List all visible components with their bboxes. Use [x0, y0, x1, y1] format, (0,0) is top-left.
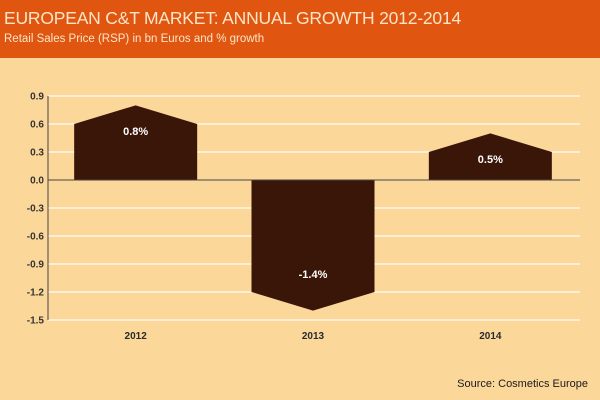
y-tick-label: 0.3 — [30, 148, 44, 159]
bar-2014 — [428, 133, 552, 180]
bar-2012 — [74, 105, 198, 180]
y-tick-label: 0.0 — [30, 176, 44, 187]
chart-header: EUROPEAN C&T MARKET: ANNUAL GROWTH 2012-… — [0, 0, 600, 58]
y-tick-label: -0.3 — [27, 204, 45, 215]
y-tick-label: -0.6 — [27, 232, 45, 243]
axes — [47, 96, 580, 320]
y-tick-label: -1.5 — [27, 316, 45, 327]
source-note: Source: Cosmetics Europe — [457, 378, 588, 390]
x-tick-label: 2012 — [125, 331, 148, 342]
bar-2013 — [251, 180, 375, 311]
y-tick-label: -0.9 — [27, 260, 45, 271]
chart-title: EUROPEAN C&T MARKET: ANNUAL GROWTH 2012-… — [4, 8, 462, 28]
chart-subtitle: Retail Sales Price (RSP) in bn Euros and… — [4, 33, 265, 45]
x-tick-label: 2013 — [302, 331, 325, 342]
data-label: 0.5% — [478, 154, 503, 166]
labels: 0.9 0.6 0.3 0.0 -0.3 -0.6 -0.9 -1.2 -1.5 0.8% 2012… — [27, 92, 503, 343]
x-tick-label: 2014 — [479, 331, 502, 342]
data-label: -1.4% — [299, 269, 328, 281]
y-tick-label: -1.2 — [27, 288, 45, 299]
y-tick-label: 0.9 — [30, 92, 44, 103]
data-label: 0.8% — [123, 126, 148, 138]
bars — [74, 105, 552, 311]
y-tick-label: 0.6 — [30, 120, 44, 131]
